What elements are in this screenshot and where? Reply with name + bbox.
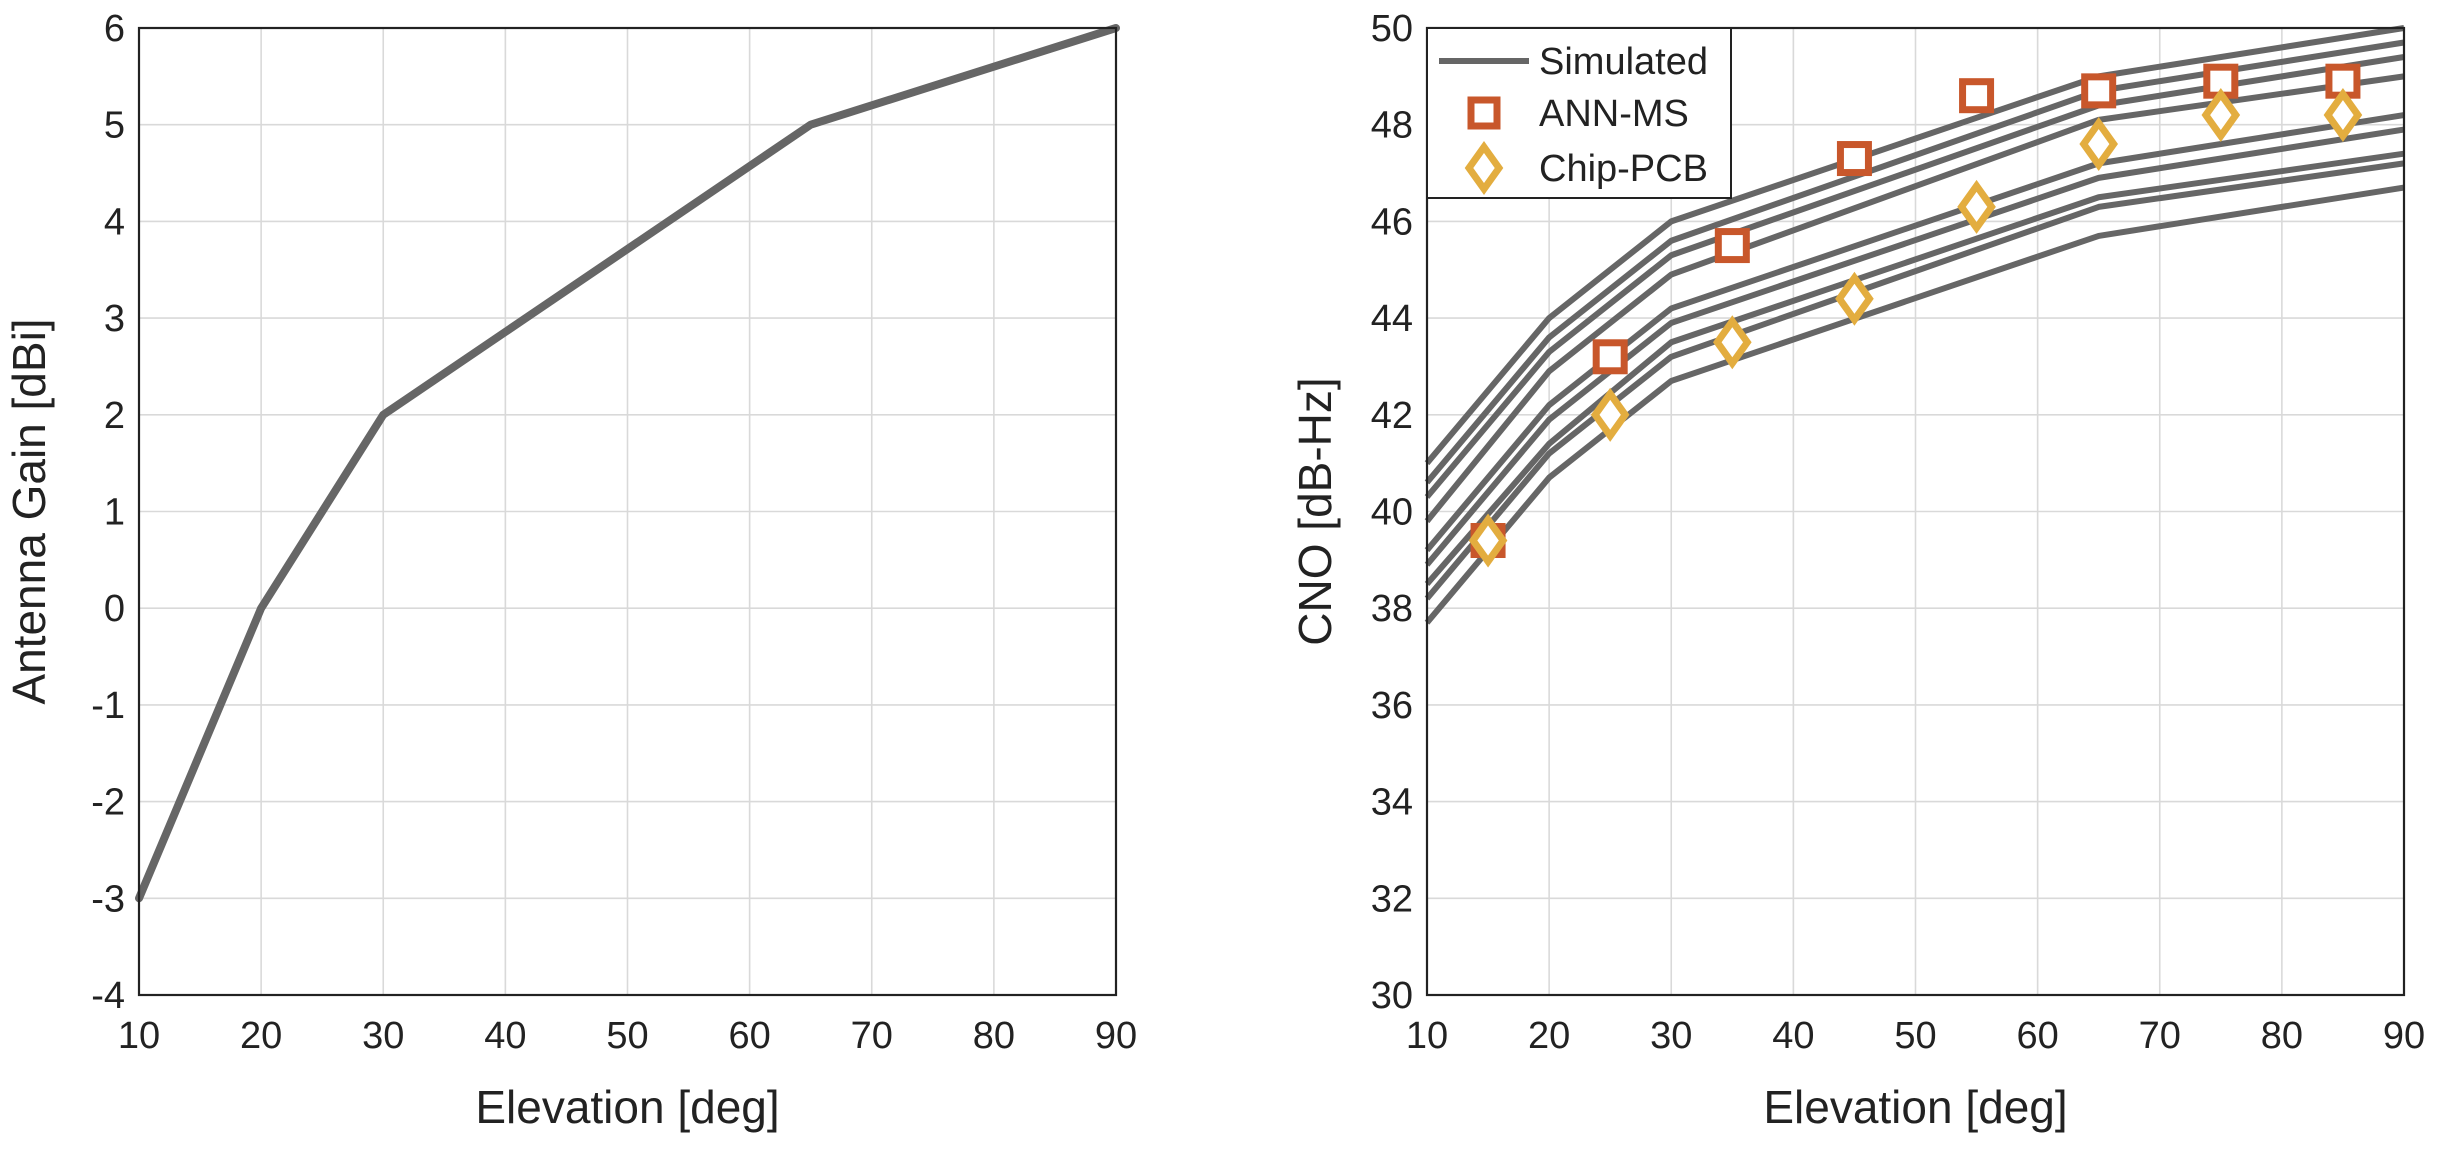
y-tick-label: 2 — [104, 395, 125, 437]
y-tick-label: 6 — [104, 8, 125, 50]
chip-pcb-marker — [2201, 88, 2241, 143]
x-tick-label: 90 — [2383, 1015, 2425, 1057]
x-tick-label: 50 — [606, 1015, 648, 1057]
chip-pcb-marker — [1468, 513, 1508, 568]
x-tick-label: 10 — [118, 1015, 160, 1057]
y-tick-label: 34 — [1371, 782, 1413, 824]
ann-ms-marker — [1959, 78, 1995, 114]
x-tick-label: 20 — [1528, 1015, 1570, 1057]
antenna-gain-chart: 10 20 30 40 50 60 70 80 90 -4 -3 -2 -1 0 1 2 3 4 5 6 Elevati… — [3, 8, 1137, 1133]
x-tick-label: 10 — [1406, 1015, 1448, 1057]
x-axis-label: Elevation [deg] — [475, 1081, 779, 1133]
x-tick-label: 70 — [2139, 1015, 2181, 1057]
x-tick-label: 40 — [484, 1015, 526, 1057]
gain-series-line — [135, 24, 1120, 903]
y-tick-label: 50 — [1371, 8, 1413, 50]
legend: Simulated ANN-MS Chip-PCB — [1426, 27, 1732, 199]
chip-pcb-marker — [1835, 271, 1874, 326]
legend-label: Simulated — [1539, 41, 1708, 83]
x-tick-label: 60 — [728, 1015, 770, 1057]
simulated-series-line — [1424, 160, 2405, 601]
y-tick-label: 44 — [1371, 298, 1413, 340]
ann-ms-marker — [1592, 339, 1628, 375]
x-tick-label: 80 — [973, 1015, 1015, 1057]
ann-ms-marker — [2081, 73, 2117, 109]
ann-ms-marker — [1836, 141, 1872, 177]
chip-pcb-marker — [1957, 179, 1996, 234]
y-tick-label: 32 — [1371, 878, 1413, 920]
x-tick-label: 50 — [1894, 1015, 1936, 1057]
x-tick-label: 20 — [240, 1015, 282, 1057]
y-tick-label: 48 — [1371, 105, 1413, 147]
x-tick-label: 70 — [851, 1015, 893, 1057]
plot-frame — [1425, 26, 2406, 997]
ann-ms-marker — [1714, 228, 1750, 264]
x-tick-label: 30 — [1650, 1015, 1692, 1057]
simulated-series-line — [1424, 184, 2405, 625]
simulated-series-line — [1424, 150, 2405, 586]
y-axis-label: Antenna Gain [dBi] — [3, 318, 55, 704]
simulated-series-line — [1424, 39, 2405, 485]
y-tick-label: 38 — [1371, 588, 1413, 630]
x-tick-label: 60 — [2016, 1015, 2058, 1057]
chip-pcb-marker — [2323, 88, 2363, 143]
y-tick-label: 42 — [1371, 395, 1413, 437]
y-tick-label: 36 — [1371, 685, 1413, 727]
chip-pcb-marker — [1713, 315, 1752, 370]
chip-pcb-marker — [2079, 117, 2118, 172]
cno-chart: 10 20 30 40 50 60 70 80 90 30 32 34 36 38 40 42 44 46 48 50… — [1289, 8, 2425, 1133]
x-tick-label: 90 — [1095, 1015, 1137, 1057]
simulated-series-line — [1424, 73, 2405, 524]
y-tick-label: 40 — [1371, 492, 1413, 534]
chip-pcb-marker — [1590, 387, 1630, 442]
legend-ann-ms-swatch — [1467, 96, 1501, 130]
legend-label: Chip-PCB — [1539, 148, 1708, 190]
simulated-series-line — [1424, 112, 2405, 553]
simulated-series-line — [1424, 126, 2405, 567]
x-axis-label: Elevation [deg] — [1763, 1081, 2067, 1133]
y-axis-label: CNO [dB-Hz] — [1289, 377, 1341, 645]
y-tick-label: 5 — [104, 105, 125, 147]
y-tick-label: -4 — [91, 975, 125, 1017]
x-tick-label: 80 — [2261, 1015, 2303, 1057]
plot-frame — [137, 26, 1118, 997]
x-tick-label: 30 — [362, 1015, 404, 1057]
y-tick-label: 30 — [1371, 975, 1413, 1017]
y-tick-label: 4 — [104, 201, 125, 243]
legend-chip-pcb-swatch — [1464, 140, 1504, 196]
simulated-series-line — [1424, 25, 2405, 466]
x-tick-label: 40 — [1772, 1015, 1814, 1057]
y-tick-label: 0 — [104, 588, 125, 630]
y-tick-label: -1 — [91, 685, 125, 727]
y-tick-label: -2 — [91, 782, 125, 824]
y-tick-label: 1 — [104, 492, 125, 534]
y-tick-label: 46 — [1371, 201, 1413, 243]
legend-label: ANN-MS — [1539, 93, 1689, 135]
y-tick-label: 3 — [104, 298, 125, 340]
y-tick-label: -3 — [91, 878, 125, 920]
simulated-series-line — [1424, 54, 2405, 499]
